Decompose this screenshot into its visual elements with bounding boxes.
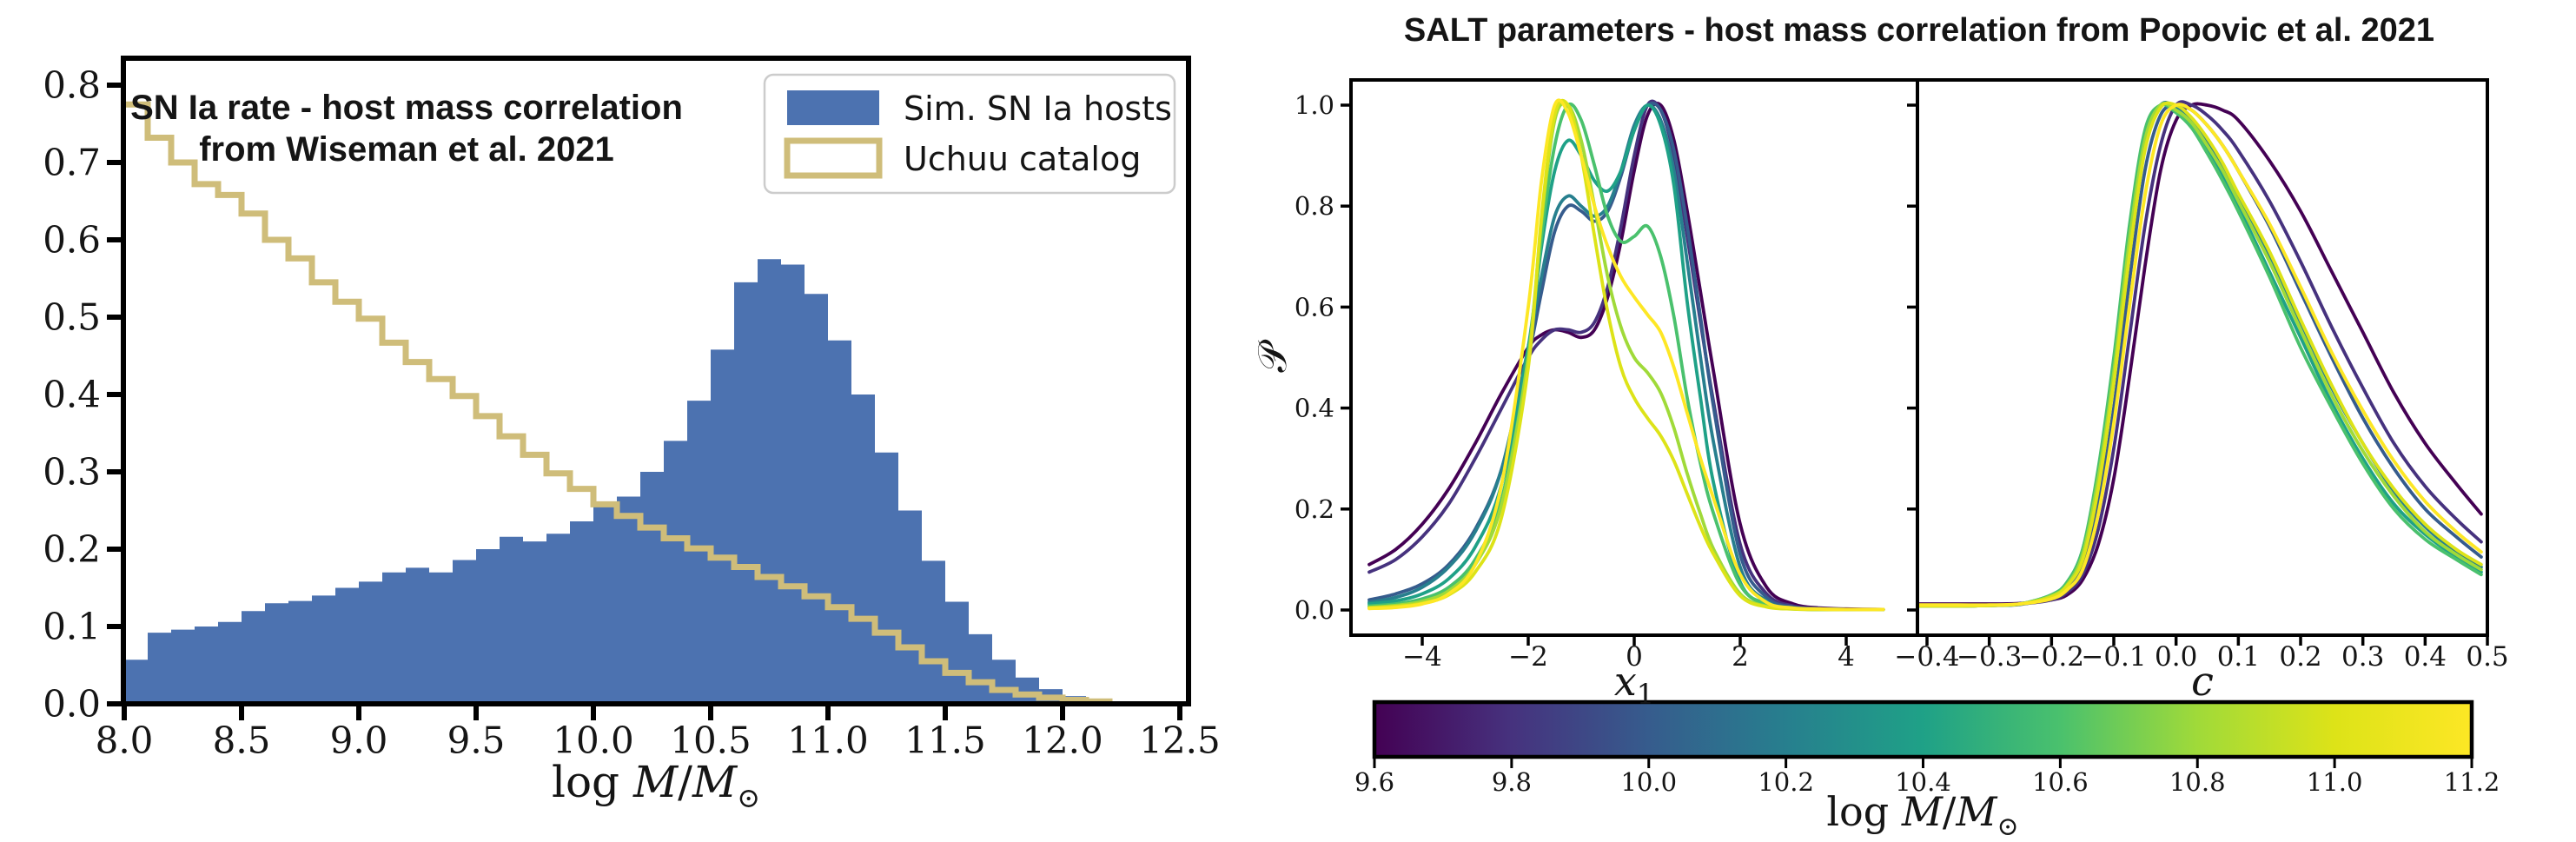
- left-axes-layer: 8.0 8.5 9.0 9.5 10.0 10.5 11.0 11.5 12.0 12.5 0.0 0…: [43, 56, 1221, 762]
- x1-kde-curve-mass-11: [1367, 98, 1885, 612]
- c-x-tick-label: −0.2: [2019, 641, 2084, 673]
- left-x-tick-label: 8.5: [213, 719, 271, 762]
- uchuu-catalog-step-curve: [124, 101, 1113, 704]
- c-kde-curve-mass-10.4: [1917, 102, 2483, 608]
- x1-x-tick-label: 0: [1626, 641, 1643, 673]
- x1-kde-curve-mass-9.8: [1367, 99, 1885, 612]
- left-y-tick-label: 0.4: [43, 374, 101, 416]
- colorbar-tick-label: 10.2: [1758, 767, 1814, 797]
- legend-label-sim-hosts: Sim. SN Ia hosts: [904, 90, 1172, 128]
- right-y-tick-label: 1.0: [1295, 90, 1334, 120]
- left-y-tick-label: 0.1: [43, 606, 101, 648]
- colorbar-tick-label: 11.0: [2307, 767, 2363, 797]
- legend-swatch-sim-hosts: [787, 90, 879, 125]
- legend: Sim. SN Ia hosts Uchuu catalog: [763, 73, 1176, 195]
- c-kde-curve-mass-10: [1917, 103, 2483, 608]
- left-y-tick-label: 0.7: [43, 142, 101, 184]
- left-x-tick-label: 10.0: [553, 719, 634, 762]
- c-x-tick-label: −0.3: [1957, 641, 2022, 673]
- left-x-tick-label: 12.0: [1022, 719, 1103, 762]
- x1-x-tick-label: −2: [1508, 641, 1548, 673]
- right-axes-layer: 0.0 0.2 0.4 0.6 0.8 1.0 −4 −2 0 2 4 −0.4−0.3−0.2−0.…: [1295, 78, 2509, 673]
- colorbar-gradient: [1372, 699, 2474, 759]
- c-kde-curve-mass-11.2: [1917, 103, 2483, 607]
- c-kde-curve-mass-10.8: [1917, 102, 2483, 608]
- left-x-tick-label: 11.0: [787, 719, 869, 762]
- x1-kde-curve-mass-10.4: [1367, 103, 1885, 612]
- c-kde-curve-mass-10.6: [1917, 103, 2483, 608]
- left-y-tick-label: 0.6: [43, 219, 101, 262]
- right-yaxis-label-P: 𝒫: [1248, 340, 1295, 373]
- c-kde-curve-mass-9.6: [1917, 102, 2483, 606]
- c-kde-curve-mass-10.2: [1917, 101, 2483, 608]
- colorbar-tick-label: 10.0: [1620, 767, 1677, 797]
- x1-kde-curve-mass-10.6: [1367, 103, 1885, 612]
- left-y-tick-label: 0.5: [43, 296, 101, 339]
- left-x-tick-label: 9.0: [330, 719, 388, 762]
- right-y-tick-label: 0.8: [1295, 191, 1334, 221]
- legend-swatch-uchuu: [784, 137, 883, 179]
- c-x-tick-label: 0.4: [2404, 641, 2447, 673]
- left-x-tick-label: 12.5: [1139, 719, 1221, 762]
- x1-kde-curve-mass-10.2: [1367, 103, 1885, 612]
- c-x-tick-label: 0.0: [2155, 641, 2197, 673]
- x1-kde-curve-mass-9.6: [1367, 102, 1885, 612]
- x1-x-tick-label: 4: [1838, 641, 1855, 673]
- colorbar-tick-label: 9.6: [1354, 767, 1394, 797]
- left-x-tick-label: 9.5: [447, 719, 506, 762]
- colorbar-tick-label: 11.2: [2444, 767, 2500, 797]
- c-x-tick-label: −0.4: [1894, 641, 1959, 673]
- x1-x-tick-label: −4: [1402, 641, 1442, 673]
- left-panel-title-line1: SN Ia rate - host mass correlation: [130, 89, 683, 127]
- left-x-tick-label: 8.0: [96, 719, 154, 762]
- left-y-tick-label: 0.2: [43, 528, 101, 571]
- c-x-tick-label: 0.1: [2217, 641, 2260, 673]
- c-x-tick-label: 0.5: [2466, 641, 2508, 673]
- right-panel-title: SALT parameters - host mass correlation …: [1404, 12, 2434, 49]
- x1-kde-curve-mass-11.2: [1367, 98, 1885, 612]
- right-y-tick-label: 0.0: [1295, 595, 1334, 625]
- left-y-tick-label: 0.8: [43, 64, 101, 107]
- c-panel-box: [1916, 78, 2489, 637]
- c-kde-curve-mass-11: [1917, 101, 2483, 608]
- colorbar-tick-label: 10.4: [1895, 767, 1951, 797]
- right-y-tick-label: 0.6: [1295, 292, 1334, 322]
- c-x-tick-label: 0.2: [2279, 641, 2321, 673]
- sn-histogram-layer: [124, 101, 1113, 704]
- colorbar-tick-label: 9.8: [1492, 767, 1532, 797]
- sim-sn-hosts-histogram: [124, 259, 1109, 704]
- x1-axis-label: x1: [1614, 658, 1654, 711]
- right-y-tick-label: 0.4: [1295, 394, 1334, 423]
- colorbar-tick-label: 10.8: [2169, 767, 2226, 797]
- left-x-tick-label: 10.5: [670, 719, 752, 762]
- colorbar-layer: 9.6 9.8 10.0 10.2 10.4 10.6 10.8 11.0 11.2: [1354, 699, 2500, 797]
- colorbar-tick-label: 10.6: [2032, 767, 2089, 797]
- left-axes-box: [121, 56, 1191, 706]
- c-kde-curve-mass-9.8: [1917, 100, 2483, 607]
- legend-label-uchuu: Uchuu catalog: [904, 140, 1141, 178]
- c-axis-label: c: [2191, 658, 2214, 705]
- x1-x-tick-label: 2: [1732, 641, 1749, 673]
- left-panel-title-line2: from Wiseman et al. 2021: [199, 130, 614, 169]
- x1-kde-curve-mass-10.8: [1367, 102, 1885, 612]
- left-xaxis-label: log M/M⊙: [552, 757, 760, 814]
- left-y-tick-label: 0.3: [43, 451, 101, 494]
- kde-curves-layer: [1367, 98, 2483, 612]
- c-x-tick-label: 0.3: [2341, 641, 2384, 673]
- colorbar-label: log M/M⊙: [1826, 788, 2018, 842]
- left-y-tick-label: 0.0: [43, 683, 101, 726]
- right-y-tick-label: 0.2: [1295, 494, 1334, 524]
- c-x-tick-label: −0.1: [2081, 641, 2146, 673]
- x1-kde-curve-mass-10: [1367, 101, 1885, 612]
- left-x-tick-label: 11.5: [904, 719, 986, 762]
